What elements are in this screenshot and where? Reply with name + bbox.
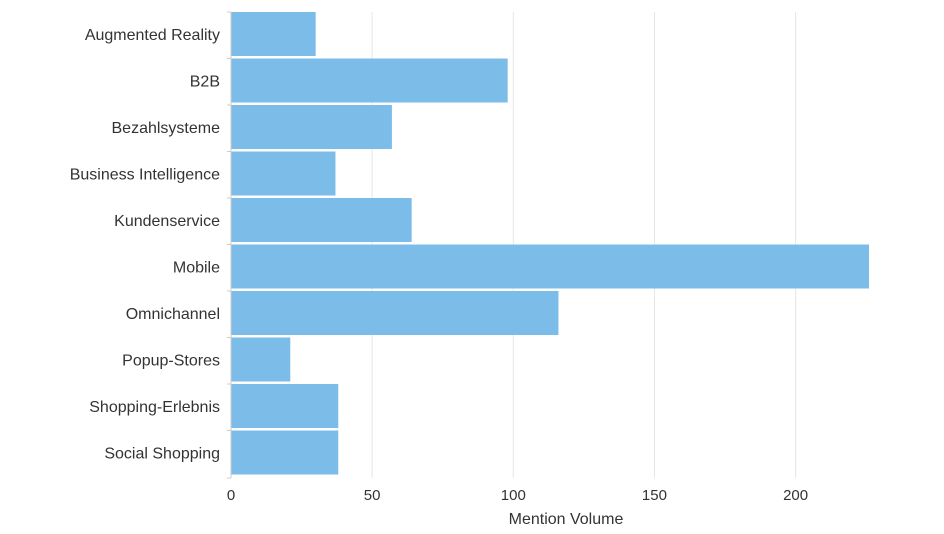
bar-augmented-reality xyxy=(231,12,316,56)
x-tick-labels: 0 50 100 150 200 xyxy=(227,487,808,504)
axis-layer xyxy=(227,11,232,479)
category-label: Popup-Stores xyxy=(122,353,220,370)
bar-shopping-erlebnis xyxy=(231,384,339,428)
category-label: Augmented Reality xyxy=(85,27,220,44)
category-label: Mobile xyxy=(173,260,220,277)
x-tick-label: 50 xyxy=(364,487,381,504)
category-labels: Augmented Reality B2B Bezahlsysteme Busines… xyxy=(70,27,220,463)
x-tick-label: 200 xyxy=(783,487,808,504)
category-label: B2B xyxy=(190,74,220,91)
category-label: Social Shopping xyxy=(104,446,220,463)
category-label: Kundenservice xyxy=(114,213,220,230)
bar-bezahlsysteme xyxy=(231,105,392,149)
category-label: Shopping-Erlebnis xyxy=(89,399,220,416)
bar-b2b xyxy=(231,58,508,103)
x-tick-label: 150 xyxy=(642,487,667,504)
bar-kundenservice xyxy=(231,198,412,242)
bar-business-intelligence xyxy=(231,151,336,196)
x-axis-title: Mention Volume xyxy=(509,511,624,528)
x-tick-label: 0 xyxy=(227,487,235,504)
bars-layer xyxy=(231,12,869,475)
bar-omnichannel xyxy=(231,291,559,335)
bar-mobile xyxy=(231,244,869,289)
category-label: Omnichannel xyxy=(126,306,220,323)
bar-popup-stores xyxy=(231,337,291,382)
category-label: Bezahlsysteme xyxy=(112,120,221,137)
bar-social-shopping xyxy=(231,430,339,475)
category-label: Business Intelligence xyxy=(70,167,220,184)
x-tick-label: 100 xyxy=(501,487,526,504)
